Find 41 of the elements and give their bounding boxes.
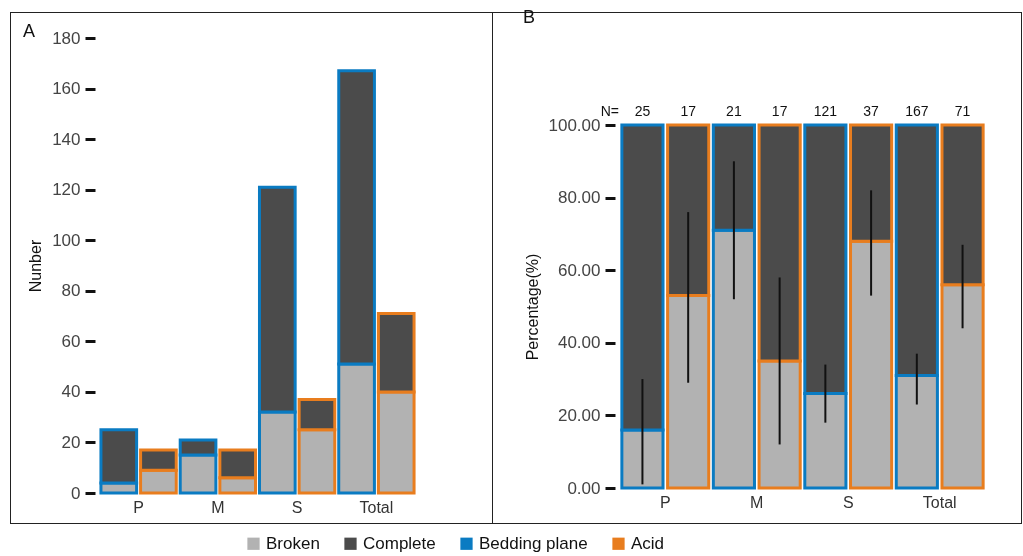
- y-tick-label: 40: [61, 382, 81, 402]
- x-tick-label: S: [842, 493, 854, 511]
- annotation: 71: [954, 103, 971, 119]
- x-tick-label: P: [659, 493, 671, 511]
- chart-title: B: [523, 7, 536, 27]
- x-tick-label: S: [291, 498, 303, 516]
- y-axis-title: Nunber: [27, 239, 45, 293]
- y-tick-label: 20.00: [557, 405, 601, 425]
- y-tick-label: 160: [52, 79, 81, 99]
- legend-label: Bedding plane: [479, 533, 588, 553]
- annotation: 21: [726, 103, 742, 119]
- y-axis-title: Percentage(%): [523, 253, 541, 361]
- legend-label: Complete: [363, 533, 436, 553]
- y-tick-label: 140: [52, 129, 81, 149]
- y-tick-label: 0.00: [567, 478, 601, 498]
- annotation: 25: [634, 103, 651, 119]
- annotation: 37: [863, 103, 880, 119]
- x-tick-label: M: [750, 493, 764, 511]
- annotation: 17: [680, 103, 697, 119]
- y-tick-label: 60: [61, 331, 81, 351]
- annotation: 121: [813, 103, 838, 119]
- x-tick-label: Total: [922, 493, 957, 511]
- y-tick-label: 20: [61, 432, 81, 452]
- x-tick-label: P: [133, 498, 144, 516]
- text: N=: [600, 103, 619, 119]
- y-tick-label: 60.00: [557, 260, 601, 280]
- y-tick-label: 100.00: [548, 115, 601, 135]
- chart-title: A: [23, 21, 36, 41]
- y-tick-label: 80: [61, 281, 81, 301]
- annotation: 17: [771, 103, 788, 119]
- y-tick-label: 120: [52, 180, 81, 200]
- y-tick-label: 100: [52, 230, 81, 250]
- y-tick-label: 0: [71, 483, 81, 503]
- x-tick-label: Total: [359, 498, 394, 516]
- x-tick-label: M: [211, 498, 225, 516]
- annotation: 167: [905, 103, 929, 119]
- legend-label: Acid: [631, 533, 665, 553]
- y-tick-label: 80.00: [557, 188, 601, 208]
- y-tick-label: 180: [52, 28, 81, 48]
- legend-label: Broken: [266, 533, 320, 553]
- y-tick-label: 40.00: [557, 333, 601, 353]
